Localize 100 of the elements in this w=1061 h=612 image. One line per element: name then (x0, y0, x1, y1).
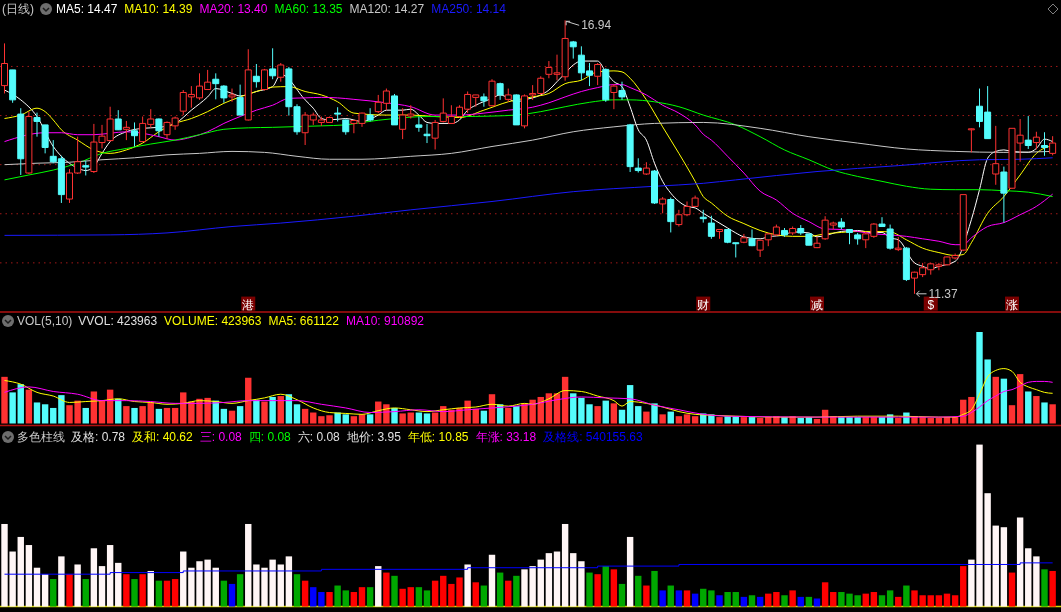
text: 地价: 3.95 (345, 430, 402, 444)
bar (992, 376, 999, 424)
bar (82, 407, 89, 424)
candlestick (252, 63, 260, 89)
bar (927, 595, 934, 607)
bar (903, 585, 910, 607)
bar (66, 574, 73, 607)
bar (1041, 569, 1048, 607)
candlestick (155, 118, 163, 138)
bar (285, 556, 293, 607)
bar (431, 580, 439, 607)
candlestick (618, 81, 626, 101)
candlestick (967, 127, 975, 153)
bar (1000, 378, 1008, 424)
bar (277, 564, 284, 607)
candlestick (269, 47, 277, 80)
bar (651, 403, 658, 424)
bar (1033, 556, 1040, 607)
bar (17, 384, 24, 424)
bar (683, 590, 691, 607)
bar (228, 410, 236, 424)
bar (310, 412, 317, 424)
bar (765, 593, 772, 607)
bar (98, 566, 106, 607)
candlestick (610, 83, 618, 110)
bar (58, 395, 65, 424)
bar (797, 418, 804, 424)
candlestick (114, 109, 122, 131)
candlestick (33, 112, 41, 138)
bar (423, 590, 431, 607)
bar (716, 417, 723, 424)
x-tick-label: 港 (242, 297, 255, 312)
bar (440, 575, 447, 607)
bar (773, 592, 780, 607)
candlestick (894, 236, 902, 252)
bar (33, 402, 41, 424)
candlestick (423, 123, 431, 144)
bar (399, 413, 406, 424)
bar (895, 596, 902, 607)
bar (407, 412, 414, 424)
chart-title: VOL(5,10) (17, 314, 73, 328)
candlestick (740, 233, 748, 244)
candlestick (992, 125, 1000, 186)
bar (610, 403, 618, 424)
bar (74, 564, 81, 607)
candlestick (480, 92, 488, 108)
bar (301, 408, 309, 424)
bar (33, 567, 41, 607)
candlestick (220, 84, 228, 104)
bar (147, 402, 154, 424)
bar (643, 411, 650, 424)
bar (220, 408, 228, 424)
candlestick (667, 197, 675, 233)
bar (358, 587, 366, 607)
bar (106, 545, 114, 607)
bar (366, 587, 374, 607)
bar (261, 401, 268, 424)
bar (618, 409, 626, 424)
bar (423, 413, 431, 424)
text: MA10: 910892 (345, 314, 425, 328)
bar (480, 410, 488, 424)
text: MA120: 14.27 (349, 2, 425, 16)
text: VOLUME: 423963 (164, 314, 262, 328)
bar (659, 590, 666, 607)
bar (570, 393, 577, 424)
bar (716, 595, 723, 607)
bar (586, 572, 593, 607)
text: MA5: 14.47 (55, 2, 118, 16)
bar (960, 566, 967, 607)
bar (472, 582, 479, 607)
bar (375, 566, 382, 607)
bar (1025, 548, 1032, 607)
bar (505, 407, 512, 424)
text: MA20: 13.40 (199, 2, 268, 16)
bar (131, 579, 138, 607)
bar (147, 570, 154, 607)
bar (41, 574, 49, 607)
bar (98, 400, 106, 424)
text: 及格: 0.78 (71, 430, 126, 444)
candlestick (878, 216, 886, 228)
bar (935, 595, 943, 607)
candlestick (781, 227, 788, 238)
bar (431, 412, 439, 424)
bar (708, 590, 715, 607)
text: 及和: 40.62 (132, 430, 194, 444)
bar (155, 580, 163, 607)
candlestick (334, 106, 342, 122)
bar (350, 592, 358, 607)
bar (740, 417, 748, 424)
bar (171, 579, 179, 607)
candlestick (82, 160, 90, 176)
bar (277, 396, 284, 424)
candlestick (236, 84, 244, 116)
bar (895, 418, 902, 424)
bar (123, 574, 130, 607)
bar (651, 570, 658, 607)
candlestick (846, 228, 853, 245)
bar (505, 580, 512, 607)
bar (1025, 391, 1032, 424)
candlestick (959, 194, 967, 252)
